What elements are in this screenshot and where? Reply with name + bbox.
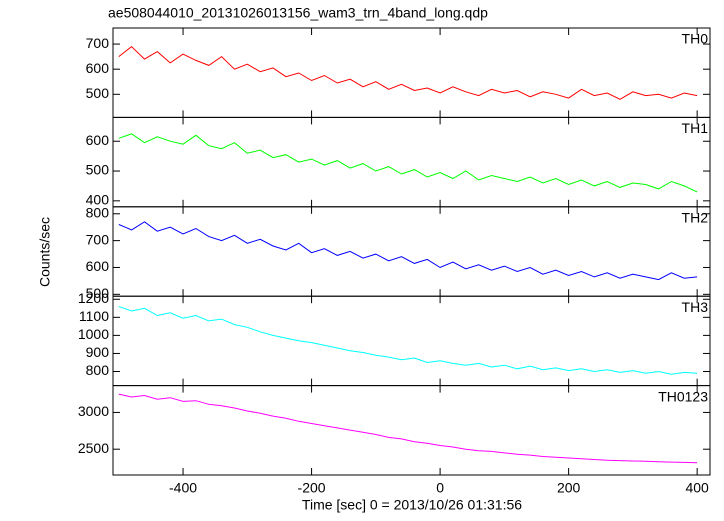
series-line [118, 393, 698, 464]
y-tick-label: 1000 [78, 326, 109, 342]
x-tick-label: 200 [557, 480, 581, 496]
y-tick-label: 3000 [78, 403, 109, 419]
y-tick-label: 800 [86, 362, 110, 378]
y-tick-label: 500 [86, 285, 110, 301]
y-tick-label: 600 [86, 132, 110, 148]
panel-label: TH2 [682, 210, 709, 226]
y-tick-label: 700 [86, 231, 110, 247]
y-tick-label: 600 [86, 60, 110, 76]
x-tick-label: -200 [298, 480, 326, 496]
panel-label: TH1 [682, 120, 709, 136]
x-axis-label: Time [sec] 0 = 2013/10/26 01:31:56 [302, 497, 522, 513]
panel-label: TH3 [682, 299, 709, 315]
y-tick-label: 800 [86, 204, 110, 220]
x-tick-label: 0 [436, 480, 444, 496]
y-tick-label: 500 [86, 162, 110, 178]
y-tick-label: 700 [86, 35, 110, 51]
series-line [118, 45, 698, 100]
chart-title: ae508044010_20131026013156_wam3_trn_4ban… [108, 5, 488, 21]
y-tick-label: 400 [86, 192, 110, 208]
x-tick-label: -400 [169, 480, 197, 496]
panel-frame [112, 206, 711, 297]
series-line [118, 221, 698, 281]
panel-frame [112, 27, 711, 118]
series-line [118, 133, 698, 193]
panel-label: TH0 [682, 31, 709, 47]
y-tick-label: 500 [86, 85, 110, 101]
y-tick-label: 2500 [78, 440, 109, 456]
y-tick-label: 900 [86, 344, 110, 360]
y-tick-label: 1100 [79, 308, 109, 324]
y-tick-label: 1200 [78, 290, 109, 306]
series-line [118, 306, 698, 375]
panel-label: TH0123 [658, 388, 708, 404]
y-tick-label: 600 [86, 258, 110, 274]
panel-frame [112, 116, 711, 208]
panel-frame [112, 385, 711, 476]
x-tick-label: 400 [685, 480, 709, 496]
y-axis-label: Counts/sec [37, 217, 53, 287]
